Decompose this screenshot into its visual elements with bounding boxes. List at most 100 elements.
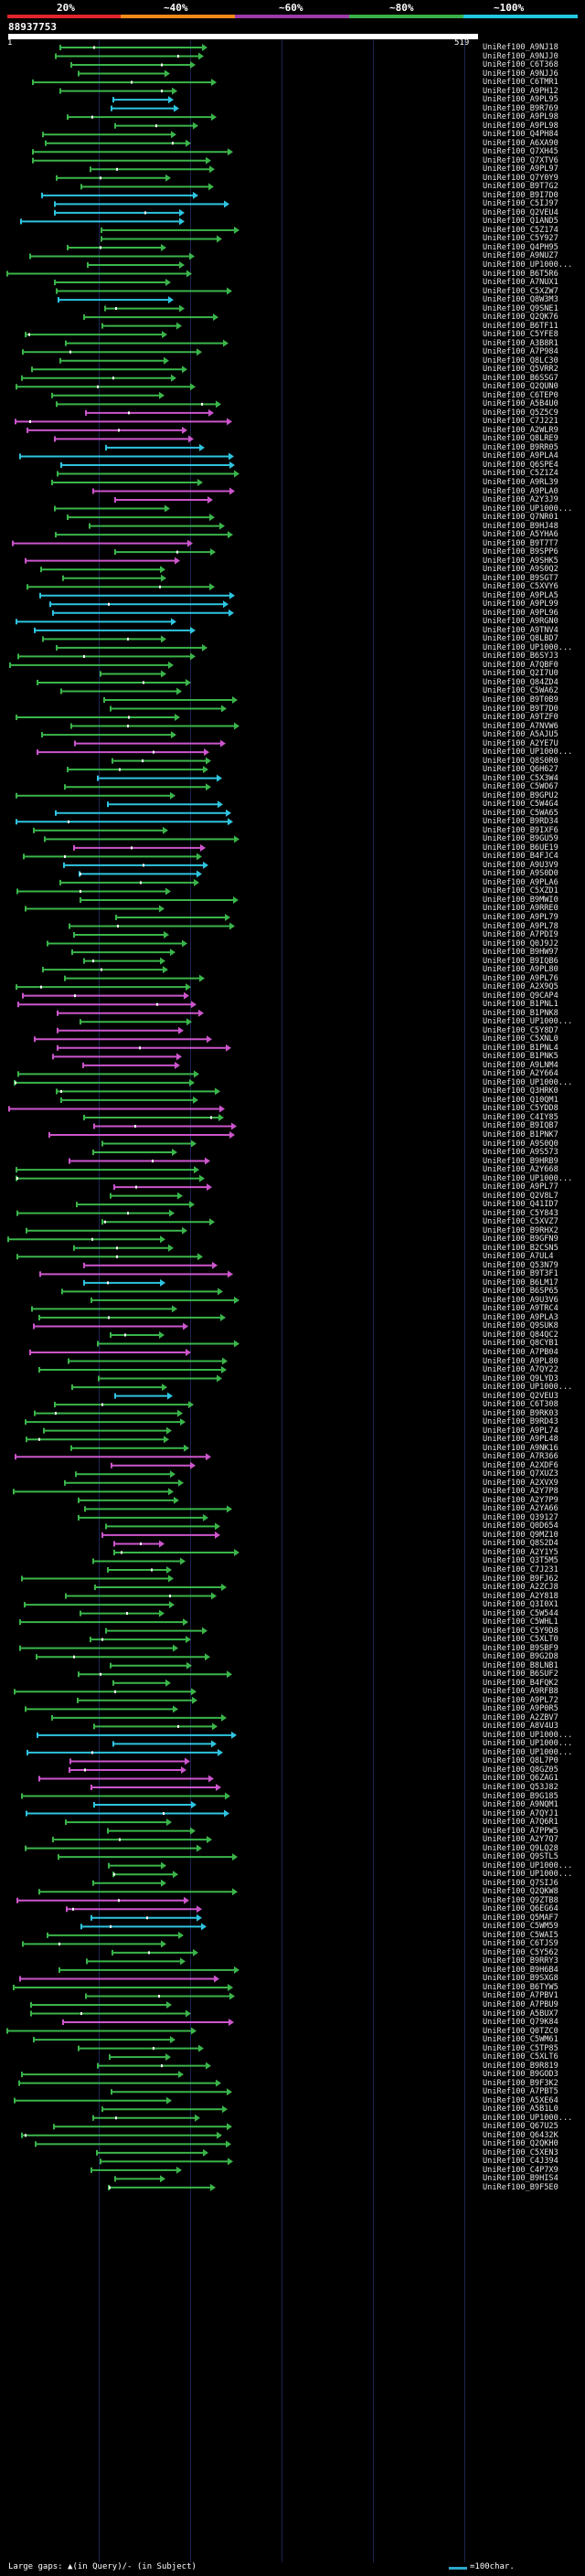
hit-label[interactable]: UniRef100_Q79K84 [483, 2018, 558, 2028]
hit-row[interactable] [114, 496, 213, 504]
hit-label[interactable]: UniRef100_A7PB04 [483, 1348, 558, 1357]
hit-row[interactable] [69, 1157, 210, 1165]
hit-label[interactable]: UniRef100_A7QY22 [483, 1365, 558, 1375]
hit-row[interactable] [51, 479, 203, 486]
hit-label[interactable]: UniRef100_Q4PH84 [483, 130, 558, 140]
hit-label[interactable]: UniRef100_B9G2D8 [483, 1652, 558, 1662]
hit-row[interactable] [97, 1340, 239, 1348]
hit-row[interactable] [85, 1992, 235, 2000]
hit-label[interactable]: UniRef100_B9T3F1 [483, 1269, 558, 1279]
hit-label[interactable]: UniRef100_Q9SNE1 [483, 303, 558, 313]
hit-row[interactable] [87, 261, 185, 269]
hit-label[interactable]: UniRef100_A9PL80 [483, 1356, 558, 1366]
hit-label[interactable]: UniRef100_B9RD43 [483, 1417, 558, 1427]
hit-row[interactable] [73, 931, 169, 939]
hit-label[interactable]: UniRef100_Q10QM1 [483, 1095, 558, 1105]
hit-label[interactable]: UniRef100_Q0D654 [483, 1521, 558, 1532]
hit-label[interactable]: UniRef100_A7PBV1 [483, 1991, 558, 2001]
hit-label[interactable]: UniRef100_A9PL78 [483, 921, 558, 931]
hit-row[interactable] [41, 191, 198, 199]
hit-label[interactable]: UniRef100_B9H6B4 [483, 1965, 558, 1975]
hit-row[interactable] [29, 1349, 191, 1356]
hit-label[interactable]: UniRef100_Q2QKW8 [483, 1887, 558, 1897]
hit-row[interactable] [110, 705, 227, 713]
hit-label[interactable]: UniRef100_Q8LC30 [483, 355, 558, 366]
hit-label[interactable]: UniRef100_Q39127 [483, 1512, 558, 1522]
hit-row[interactable] [62, 2019, 234, 2027]
hit-row[interactable] [69, 1757, 190, 1765]
hit-row[interactable] [48, 1131, 235, 1139]
hit-label[interactable]: UniRef100_A2Y3J9 [483, 495, 558, 505]
hit-label[interactable]: UniRef100_B9HRB9 [483, 1156, 558, 1166]
hit-row[interactable] [56, 287, 232, 295]
hit-label[interactable]: UniRef100_C5XEN3 [483, 2147, 558, 2157]
hit-label[interactable]: UniRef100_C4P7X9 [483, 2165, 558, 2175]
hit-label[interactable]: UniRef100_Q5Z5C9 [483, 408, 558, 418]
hit-row[interactable] [52, 609, 234, 617]
hit-label[interactable]: UniRef100_B2CSN5 [483, 1243, 558, 1253]
hit-row[interactable] [6, 2027, 197, 2035]
hit-label[interactable]: UniRef100_C5WHL1 [483, 1617, 558, 1627]
hit-label[interactable]: UniRef100_A9RL39 [483, 478, 558, 487]
hit-row[interactable] [78, 1496, 179, 1504]
hit-row[interactable] [14, 1688, 197, 1696]
hit-label[interactable]: UniRef100_A2X9Q5 [483, 982, 558, 992]
hit-row[interactable] [6, 270, 192, 278]
hit-row[interactable] [114, 2175, 165, 2183]
hit-label[interactable]: UniRef100_A9TNV4 [483, 625, 558, 635]
hit-row[interactable] [17, 1070, 199, 1078]
hit-row[interactable] [94, 1584, 227, 1592]
hit-row[interactable] [83, 1278, 165, 1287]
hit-row[interactable] [15, 418, 232, 426]
hit-label[interactable]: UniRef100_A2ZCJ8 [483, 1583, 558, 1593]
hit-label[interactable]: UniRef100_A9PL98 [483, 121, 558, 131]
hit-label[interactable]: UniRef100_A9PL80 [483, 965, 558, 975]
hit-label[interactable]: UniRef100_Q8CYB1 [483, 1339, 558, 1349]
hit-row[interactable] [90, 1784, 221, 1791]
hit-label[interactable]: UniRef100_A7UL4 [483, 1252, 554, 1262]
hit-label[interactable]: UniRef100_B9HW97 [483, 948, 558, 958]
hit-row[interactable] [105, 443, 205, 451]
hit-label[interactable]: UniRef100_A5BUX7 [483, 2009, 558, 2019]
hit-row[interactable] [65, 1592, 217, 1600]
hit-row[interactable] [31, 1305, 177, 1313]
hit-label[interactable]: UniRef100_B9RK03 [483, 1408, 558, 1418]
hit-row[interactable] [112, 96, 174, 104]
hit-label[interactable]: UniRef100_C5WA62 [483, 686, 558, 696]
hit-row[interactable] [107, 1566, 172, 1574]
hit-row[interactable] [16, 791, 176, 800]
hit-row[interactable] [83, 957, 165, 965]
hit-label[interactable]: UniRef100_A9PL74 [483, 1426, 558, 1436]
hit-row[interactable] [22, 1940, 166, 1948]
hit-label[interactable]: UniRef100_Q4PH95 [483, 242, 558, 252]
hit-row[interactable] [112, 1740, 217, 1748]
hit-row[interactable] [93, 1723, 218, 1731]
hit-label[interactable]: UniRef100_A9U3V9 [483, 860, 558, 870]
hit-row[interactable] [101, 235, 222, 243]
hit-label[interactable]: UniRef100_B6SP65 [483, 1287, 558, 1297]
hit-row[interactable] [97, 2062, 211, 2070]
hit-row[interactable] [71, 1383, 167, 1392]
hit-row[interactable] [39, 1270, 233, 1278]
hit-label[interactable]: UniRef100_A5YHA6 [483, 530, 558, 540]
hit-row[interactable] [60, 461, 235, 469]
hit-row[interactable] [17, 1001, 197, 1009]
hit-label[interactable]: UniRef100_A9PL95 [483, 95, 558, 105]
hit-row[interactable] [59, 44, 207, 51]
hit-label[interactable]: UniRef100_A9PL96 [483, 608, 558, 618]
hit-label[interactable]: UniRef100_Q6H627 [483, 765, 558, 775]
hit-row[interactable] [92, 2114, 200, 2122]
hit-row[interactable] [19, 1975, 219, 1983]
hit-label[interactable]: UniRef100_UP1000... [483, 642, 573, 652]
hit-row[interactable] [14, 1078, 195, 1087]
hit-row[interactable] [100, 2157, 233, 2166]
hit-row[interactable] [25, 1418, 186, 1426]
hit-label[interactable]: UniRef100_UP1000... [483, 1747, 573, 1757]
hit-row[interactable] [25, 557, 180, 565]
hit-label[interactable]: UniRef100_B9IQB7 [483, 1121, 558, 1131]
hit-label[interactable]: UniRef100_Q6SPE4 [483, 460, 558, 470]
hit-label[interactable]: UniRef100_B9R819 [483, 2061, 558, 2071]
hit-row[interactable] [13, 1488, 174, 1496]
hit-row[interactable] [56, 643, 207, 652]
hit-label[interactable]: UniRef100_Q6EG64 [483, 1904, 558, 1914]
